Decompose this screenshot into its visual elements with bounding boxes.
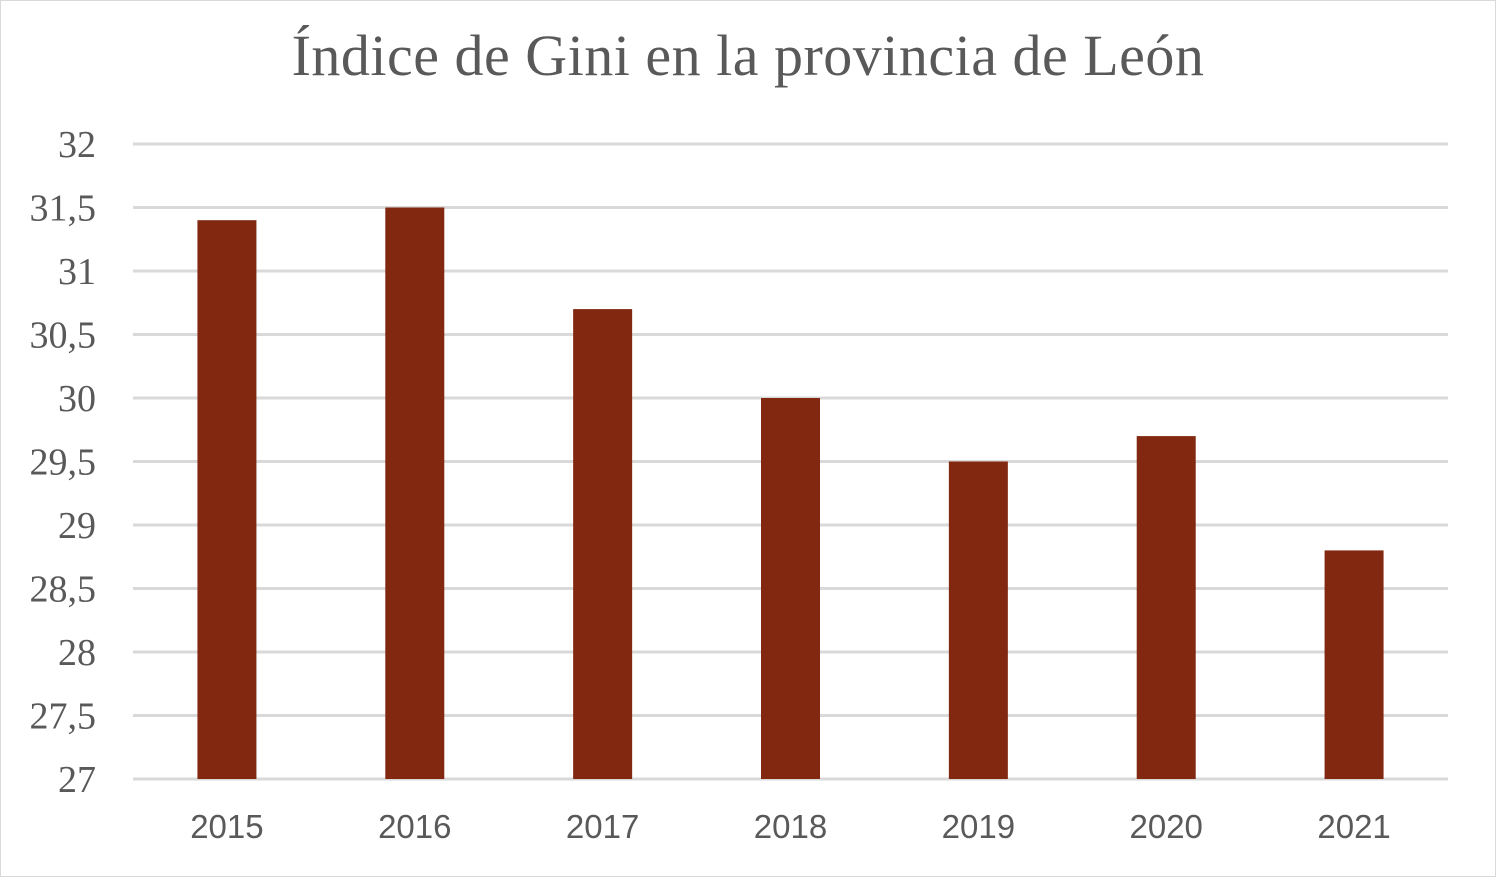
- y-tick-label: 28,5: [30, 569, 97, 611]
- bar: [761, 398, 820, 779]
- x-tick-label: 2019: [942, 808, 1015, 845]
- y-tick-label: 32: [58, 124, 96, 166]
- y-tick-label: 27,5: [30, 696, 97, 738]
- chart-title: Índice de Gini en la provincia de León: [291, 23, 1205, 88]
- y-axis-ticks: 27 27,5 28 28,5 29 29,5 30 30,5 31 31,5 32: [30, 124, 97, 801]
- x-axis-ticks: 2015 2016 2017 2018 2019 2020 2021: [190, 808, 1391, 845]
- x-tick-label: 2015: [190, 808, 263, 845]
- y-tick-label: 29,5: [30, 442, 97, 484]
- y-tick-label: 30,5: [30, 315, 97, 357]
- bar: [1324, 550, 1384, 779]
- y-tick-label: 28: [58, 632, 96, 674]
- bar: [385, 207, 445, 779]
- bars: [197, 207, 1384, 779]
- y-tick-label: 31,5: [30, 188, 97, 230]
- bar: [948, 461, 1008, 779]
- x-tick-label: 2021: [1317, 808, 1390, 845]
- bar: [573, 309, 633, 779]
- x-tick-label: 2017: [566, 808, 639, 845]
- y-tick-label: 29: [58, 505, 96, 547]
- x-tick-label: 2018: [754, 808, 827, 845]
- y-tick-label: 31: [58, 251, 96, 293]
- y-tick-label: 30: [58, 378, 96, 420]
- bar: [197, 220, 257, 779]
- x-tick-label: 2020: [1130, 808, 1203, 845]
- x-tick-label: 2016: [378, 808, 451, 845]
- y-tick-label: 27: [58, 759, 96, 801]
- bar: [1136, 436, 1196, 779]
